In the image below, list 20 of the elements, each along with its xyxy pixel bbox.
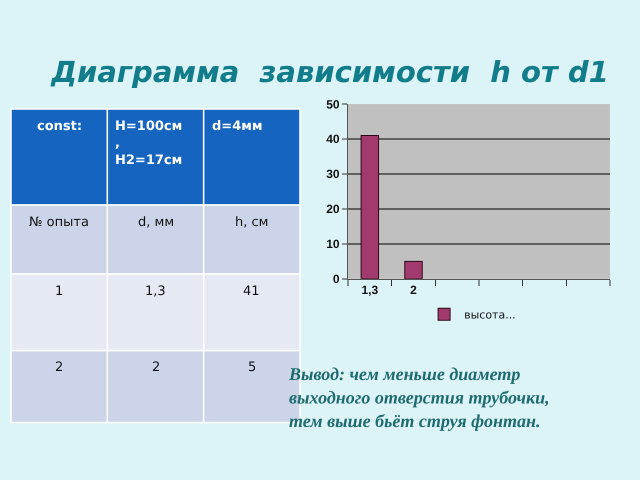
text: h, см (235, 215, 268, 230)
text: 1 (55, 284, 64, 299)
y-tick-label: 50 (326, 97, 340, 112)
chart-title: Диаграмма зависимости h от d1 (50, 55, 609, 90)
text: 41 (243, 284, 260, 299)
y-tick-label: 30 (326, 167, 340, 182)
text: H=100см , H2=17см (115, 119, 182, 168)
text: const: (37, 119, 82, 134)
legend-label: высота... (464, 308, 516, 322)
y-tick-label: 20 (326, 202, 340, 216)
y-tick-label: 40 (326, 132, 340, 146)
text: Вывод: чем меньше диаметр выходного отверстия трубочки, тем выше бьёт струя фонтан. (288, 364, 550, 431)
text: d=4мм (212, 119, 262, 134)
text: d, мм (138, 215, 174, 230)
y-tick-label: 0 (332, 272, 340, 286)
text: 2 (152, 360, 160, 375)
text: № опыта (29, 215, 89, 230)
text: 5 (248, 360, 256, 375)
y-tick-label: 10 (326, 237, 340, 252)
text: 2 (55, 360, 64, 375)
